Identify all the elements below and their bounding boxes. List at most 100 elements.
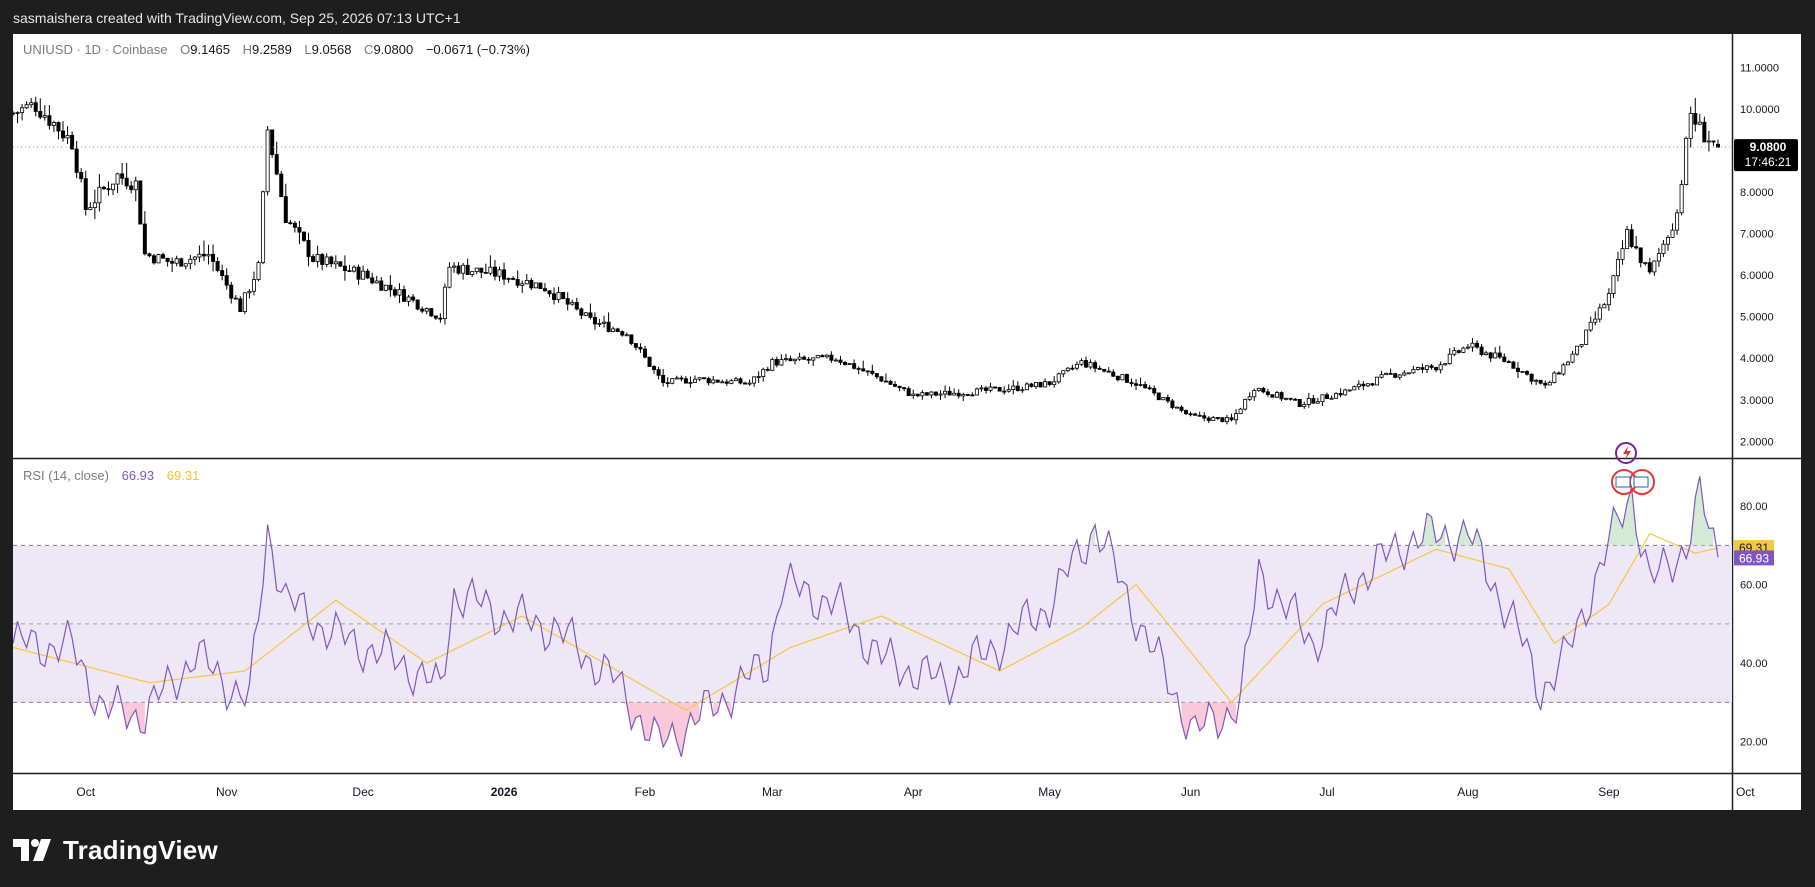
candle <box>1597 303 1602 323</box>
candle <box>65 126 70 144</box>
rsi-oversold-fill <box>122 702 145 734</box>
candle <box>411 293 416 303</box>
chart-svg[interactable]: 11.0000 10.0000 8.0000 7.0000 6.0000 5.0000 4.… <box>10 34 1801 810</box>
candle <box>1375 376 1380 386</box>
candle <box>1215 417 1220 421</box>
candle <box>470 271 475 277</box>
candle <box>997 386 1002 392</box>
candle <box>465 258 470 276</box>
candle <box>15 111 20 124</box>
candle <box>761 367 766 382</box>
attribution-text: sasmaishera created with TradingView.com… <box>13 10 461 26</box>
lightning-icon <box>1623 446 1631 460</box>
candle <box>947 386 952 396</box>
candle <box>602 315 607 328</box>
event-icons[interactable] <box>1611 442 1655 495</box>
last-price-label: 9.0800 17:46:21 <box>1734 139 1798 172</box>
candle <box>124 162 129 190</box>
candle <box>1088 359 1093 370</box>
candle <box>1588 316 1593 332</box>
price-tick-label: 2.0000 <box>1740 436 1774 448</box>
candle <box>1156 392 1161 401</box>
candle <box>1365 383 1370 388</box>
candle <box>188 254 193 270</box>
candle <box>1084 356 1089 369</box>
candle <box>1652 260 1657 276</box>
candle <box>756 371 761 383</box>
candle <box>1115 375 1120 382</box>
candle <box>1293 397 1298 401</box>
rsi-background <box>13 544 1732 703</box>
candle <box>329 255 334 267</box>
candle <box>92 189 97 220</box>
candle <box>1615 251 1620 282</box>
candle <box>1602 302 1607 309</box>
tradingview-logo[interactable]: TradingView <box>13 833 218 867</box>
candle <box>247 288 252 299</box>
candle <box>1356 380 1361 390</box>
candle <box>497 266 502 282</box>
candle <box>893 381 898 388</box>
candle <box>1247 392 1252 402</box>
candle <box>652 365 657 374</box>
candle <box>838 355 843 366</box>
candle <box>1302 401 1307 409</box>
candle <box>111 183 116 195</box>
candle <box>902 387 907 392</box>
candle <box>1029 382 1034 388</box>
candle <box>1261 386 1266 394</box>
candle <box>797 352 802 361</box>
candle <box>392 287 397 298</box>
candle <box>1252 388 1257 401</box>
rsi-overbought-fill <box>1422 513 1446 546</box>
candle <box>929 391 934 399</box>
candle <box>1388 368 1393 375</box>
candle <box>1570 350 1575 364</box>
candle <box>301 231 306 242</box>
rsi-label-bg <box>1734 550 1774 566</box>
candle <box>1197 411 1202 417</box>
candle <box>1152 385 1157 396</box>
time-tick-label: Oct <box>76 785 95 799</box>
candle <box>647 356 652 368</box>
candle <box>633 342 638 351</box>
candle <box>924 391 929 397</box>
lightning-event-icon[interactable] <box>1615 442 1637 464</box>
candle <box>733 376 738 382</box>
candle <box>1070 364 1075 371</box>
rsi-overbought-fill <box>1608 487 1637 546</box>
candle <box>1124 373 1129 383</box>
candle <box>1515 362 1520 379</box>
candle <box>1479 344 1484 357</box>
candle <box>620 330 625 337</box>
legend-high-label: H <box>243 42 252 57</box>
candle <box>1311 394 1316 404</box>
candle <box>706 376 711 386</box>
candle <box>106 181 111 196</box>
candle <box>1034 381 1039 390</box>
candle <box>1015 381 1020 392</box>
time-tick-label: May <box>1038 785 1061 799</box>
legend-change: −0.0671 (−0.73%) <box>426 42 530 57</box>
candle <box>365 268 370 280</box>
candle <box>61 121 66 142</box>
candle <box>793 358 798 365</box>
candle <box>847 363 852 366</box>
candle <box>1620 240 1625 265</box>
candle <box>1074 361 1079 371</box>
candle <box>1702 116 1707 143</box>
legend-high: 9.2589 <box>252 42 292 57</box>
candle <box>624 332 629 337</box>
rsi-overbought-fill <box>1458 520 1482 546</box>
candle <box>1270 394 1275 398</box>
candle <box>752 376 757 387</box>
candle <box>120 162 125 185</box>
candle <box>1324 392 1329 399</box>
candle <box>1506 359 1511 363</box>
candle <box>1488 351 1493 363</box>
candle <box>488 255 493 276</box>
candle <box>129 181 134 194</box>
candle <box>911 389 916 399</box>
candle <box>456 262 461 275</box>
candle <box>906 386 911 397</box>
